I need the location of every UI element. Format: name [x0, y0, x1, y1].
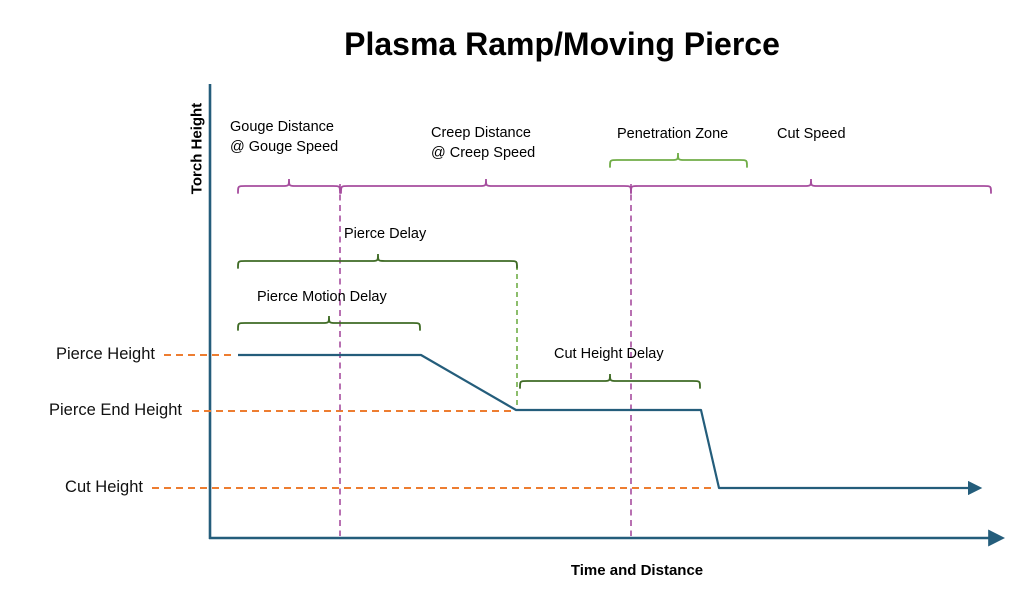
pierce-delay-brace	[237, 253, 518, 269]
label-penetration-zone: Penetration Zone	[617, 126, 729, 142]
label-pierce-height: Pierce Height	[55, 345, 155, 363]
creep-zone-brace	[340, 178, 632, 194]
chart-title: Plasma Ramp/Moving Pierce	[344, 26, 780, 62]
label-gouge-distance: Gouge Distance @ Gouge Speed	[230, 119, 339, 155]
cut-height-delay-brace	[519, 373, 701, 389]
label-pierce-end-height: Pierce End Height	[49, 401, 182, 419]
label-pierce-motion-delay: Pierce Motion Delay	[257, 289, 387, 305]
label-pierce-delay: Pierce Delay	[344, 226, 427, 242]
label-cut-height: Cut Height	[65, 478, 143, 496]
label-cut-speed: Cut Speed	[777, 126, 846, 142]
penetration-zone-brace	[609, 152, 748, 168]
x-axis-label: Time and Distance	[570, 562, 704, 579]
label-cut-height-delay: Cut Height Delay	[554, 346, 664, 362]
cut-speed-zone-brace	[630, 178, 992, 194]
gouge-zone-brace	[237, 178, 341, 194]
y-axis-label: Torch Height	[188, 102, 206, 195]
pierce-motion-delay-brace	[237, 315, 421, 331]
label-creep-distance: Creep Distance @ Creep Speed	[431, 125, 536, 161]
torch-height-profile-line	[238, 353, 983, 496]
